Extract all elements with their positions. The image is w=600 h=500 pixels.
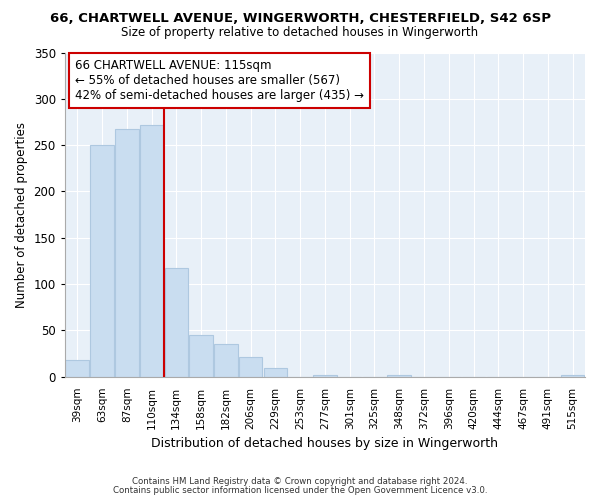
Bar bbox=[164, 268, 188, 377]
Text: 66 CHARTWELL AVENUE: 115sqm
← 55% of detached houses are smaller (567)
42% of se: 66 CHARTWELL AVENUE: 115sqm ← 55% of det… bbox=[75, 59, 364, 102]
Text: 66, CHARTWELL AVENUE, WINGERWORTH, CHESTERFIELD, S42 6SP: 66, CHARTWELL AVENUE, WINGERWORTH, CHEST… bbox=[49, 12, 551, 26]
Bar bbox=[388, 375, 411, 377]
Bar bbox=[115, 130, 139, 377]
Bar bbox=[90, 145, 114, 377]
Text: Size of property relative to detached houses in Wingerworth: Size of property relative to detached ho… bbox=[121, 26, 479, 39]
Text: Contains public sector information licensed under the Open Government Licence v3: Contains public sector information licen… bbox=[113, 486, 487, 495]
Bar bbox=[263, 368, 287, 377]
Bar bbox=[214, 344, 238, 377]
Bar bbox=[239, 358, 262, 377]
Y-axis label: Number of detached properties: Number of detached properties bbox=[15, 122, 28, 308]
X-axis label: Distribution of detached houses by size in Wingerworth: Distribution of detached houses by size … bbox=[151, 437, 499, 450]
Bar bbox=[140, 125, 163, 377]
Bar bbox=[561, 375, 584, 377]
Bar bbox=[190, 335, 213, 377]
Text: Contains HM Land Registry data © Crown copyright and database right 2024.: Contains HM Land Registry data © Crown c… bbox=[132, 477, 468, 486]
Bar bbox=[313, 375, 337, 377]
Bar bbox=[65, 360, 89, 377]
